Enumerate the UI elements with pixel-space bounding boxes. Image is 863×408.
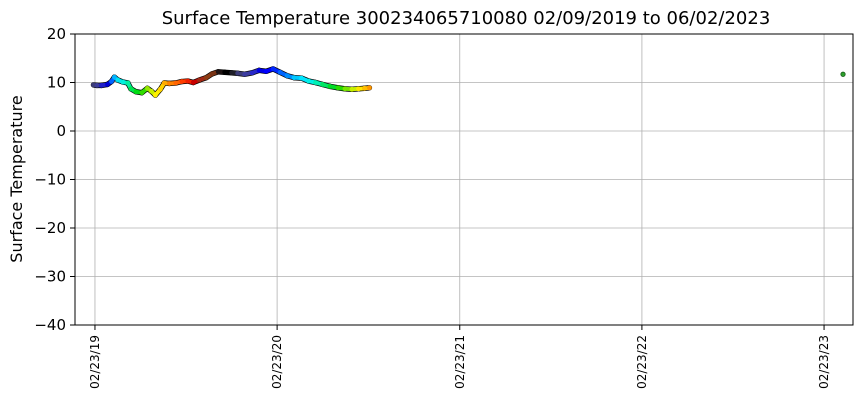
data-point: [196, 77, 202, 83]
data-point: [209, 71, 215, 77]
data-point: [306, 78, 311, 84]
x-tick-label: 02/23/19: [88, 335, 102, 389]
y-tick-label: −10: [34, 171, 66, 189]
data-point: [128, 86, 134, 92]
data-point: [356, 86, 361, 92]
data-point: [362, 85, 367, 91]
data-point: [229, 70, 235, 76]
data-point: [152, 92, 158, 98]
y-tick-label: 20: [47, 25, 66, 43]
y-tick-label: −20: [34, 219, 66, 237]
data-point: [166, 81, 172, 86]
grid-lines: [75, 33, 853, 326]
data-point: [263, 68, 269, 74]
data-point: [222, 69, 228, 75]
data-point: [185, 78, 191, 84]
data-point: [270, 66, 276, 72]
data-point: [840, 71, 846, 77]
data-point: [120, 79, 126, 85]
data-point: [91, 82, 96, 88]
data-point: [133, 89, 139, 95]
data-point: [313, 80, 318, 85]
x-tick-label: 02/23/23: [817, 335, 831, 389]
data-point: [349, 86, 355, 92]
data-point: [161, 80, 167, 86]
x-tick-label: 02/23/20: [270, 335, 284, 389]
data-point: [115, 77, 121, 83]
data-point: [139, 90, 145, 96]
x-tick-label: 02/23/22: [635, 335, 649, 389]
data-point: [125, 80, 131, 86]
data-point: [215, 69, 221, 75]
y-axis-ticks: 20 10 0 −10 −20 −30 −40: [34, 25, 75, 334]
y-axis-label: Surface Temperature: [7, 95, 26, 262]
y-tick-label: 0: [56, 122, 66, 140]
data-point: [203, 75, 209, 81]
x-tick-label: 02/23/21: [453, 335, 467, 389]
y-tick-label: −30: [34, 268, 66, 286]
data-point: [284, 73, 290, 79]
data-point: [105, 82, 110, 87]
data-point: [242, 71, 248, 77]
data-point: [367, 85, 372, 91]
data-point: [327, 83, 333, 89]
y-tick-label: −40: [34, 316, 66, 334]
data-point: [112, 74, 117, 80]
data-point: [148, 88, 154, 94]
data-point: [190, 80, 196, 85]
data-points: [90, 66, 846, 98]
data-point: [109, 79, 114, 84]
data-point: [179, 79, 185, 84]
data-point: [342, 86, 348, 92]
chart-title: Surface Temperature 300234065710080 02/0…: [162, 8, 771, 29]
data-point: [291, 75, 297, 81]
data-point: [335, 85, 341, 91]
data-point: [249, 70, 255, 76]
data-point: [235, 70, 241, 76]
x-axis-ticks: 02/23/19 02/23/20 02/23/21 02/23/22 02/23/23: [88, 325, 831, 389]
y-tick-label: 10: [47, 74, 66, 92]
data-point: [144, 85, 150, 91]
data-point: [157, 86, 163, 92]
data-point: [99, 83, 104, 88]
data-point: [256, 67, 262, 73]
data-point: [94, 83, 100, 88]
data-point: [277, 69, 283, 75]
data-point: [299, 75, 304, 81]
data-point: [173, 80, 179, 86]
data-point: [320, 82, 325, 87]
